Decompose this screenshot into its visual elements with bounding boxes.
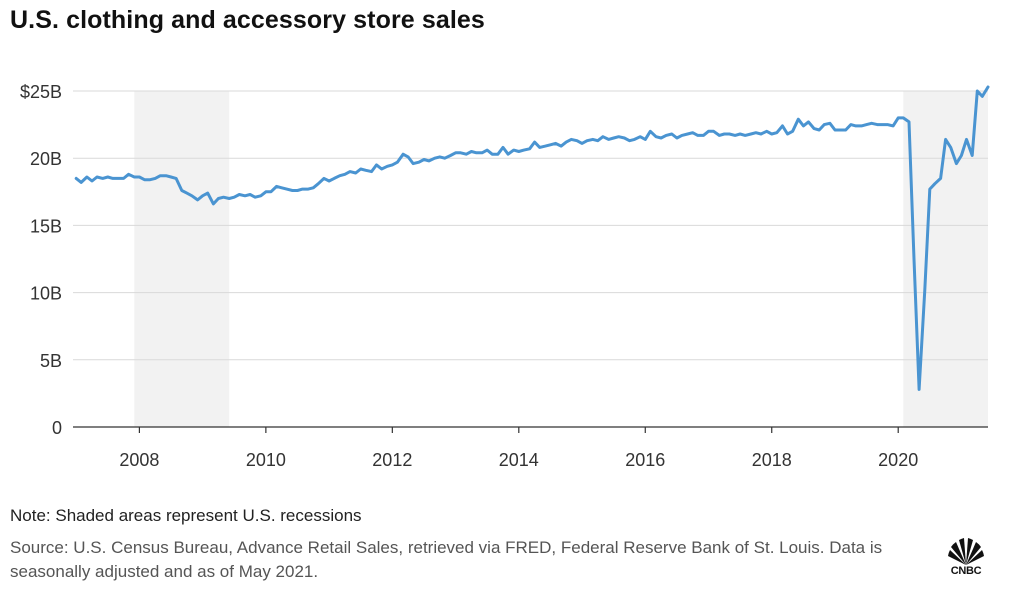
y-tick-label: 5B [40,351,62,371]
y-tick-label: 15B [30,216,62,236]
series-group [74,85,990,391]
x-tick-label: 2016 [625,450,665,470]
peacock-icon [948,538,984,565]
x-tick-label: 2018 [752,450,792,470]
gridlines [73,90,988,361]
recession-band-1 [134,91,230,427]
y-tick-label: $25B [20,82,62,102]
y-tick-label: 20B [30,149,62,169]
x-tick-label: 2010 [246,450,286,470]
chart-source: Source: U.S. Census Bureau, Advance Reta… [10,538,883,581]
x-tick-label: 2008 [119,450,159,470]
chart-note: Note: Shaded areas represent U.S. recess… [10,506,362,525]
recession-shading [134,91,988,427]
x-tick-label: 2020 [878,450,918,470]
y-axis-labels: 0 5B 10B 15B 20B $25B [20,82,62,438]
x-axis: 2008 2010 2012 2014 2016 2018 2020 [73,426,988,470]
cnbc-logo: CNBC [938,534,994,578]
line-chart: 0 5B 10B 15B 20B $25B 2008 2010 2012 2014 2016 201… [20,82,990,470]
logo-wordmark: CNBC [950,565,982,577]
series-line [74,85,990,391]
x-tick-label: 2014 [499,450,539,470]
y-tick-label: 10B [30,284,62,304]
x-tick-label: 2012 [372,450,412,470]
chart-title: U.S. clothing and accessory store sales [10,6,485,34]
y-tick-label: 0 [52,418,62,438]
